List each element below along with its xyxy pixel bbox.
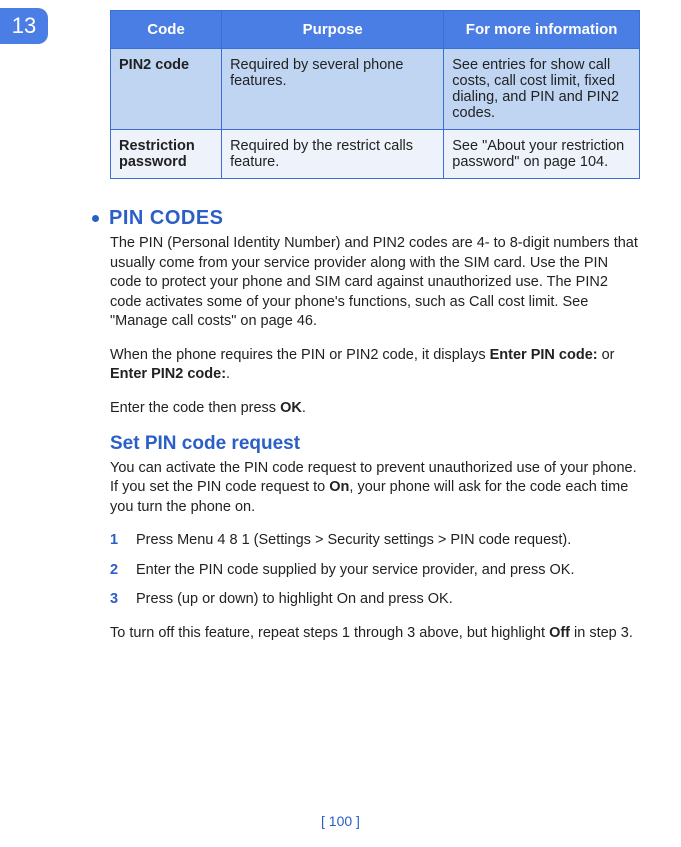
bold-text: Enter PIN code: bbox=[490, 347, 598, 363]
bold-text: OK bbox=[428, 591, 449, 607]
text: and press bbox=[356, 591, 428, 607]
bold-text: PIN code request bbox=[450, 532, 562, 548]
pin-codes-section: PIN CODES The PIN (Personal Identity Num… bbox=[110, 207, 640, 643]
codes-table: Code Purpose For more information PIN2 c… bbox=[110, 10, 640, 179]
chapter-tab: 13 bbox=[0, 8, 48, 44]
heading-text: PIN CODES bbox=[109, 207, 224, 230]
paragraph: The PIN (Personal Identity Number) and P… bbox=[110, 234, 640, 332]
step-number: 3 bbox=[110, 590, 118, 610]
text: To turn off this feature, repeat steps 1… bbox=[110, 625, 549, 641]
table-row: Restriction password Required by the res… bbox=[111, 130, 640, 179]
page-content: Code Purpose For more information PIN2 c… bbox=[110, 10, 640, 657]
bold-text: Menu bbox=[177, 532, 213, 548]
bold-text: Enter PIN2 code: bbox=[110, 366, 226, 382]
th-code: Code bbox=[111, 11, 222, 49]
text: > bbox=[311, 532, 328, 548]
cell-code: PIN2 code bbox=[111, 49, 222, 130]
text: > bbox=[434, 532, 451, 548]
cell-info: See "About your restriction password" on… bbox=[444, 130, 640, 179]
text: in step 3. bbox=[570, 625, 633, 641]
list-item: 1 Press Menu 4 8 1 (Settings > Security … bbox=[110, 531, 640, 551]
text: . bbox=[570, 562, 574, 578]
bold-text: OK bbox=[549, 562, 570, 578]
bold-text: On bbox=[337, 591, 356, 607]
cell-info: See entries for show call costs, call co… bbox=[444, 49, 640, 130]
bold-text: Settings bbox=[259, 532, 311, 548]
section-heading: PIN CODES bbox=[92, 207, 640, 230]
text: Press (up or down) to highlight bbox=[136, 591, 337, 607]
step-number: 2 bbox=[110, 561, 118, 581]
text: ). bbox=[562, 532, 571, 548]
th-info: For more information bbox=[444, 11, 640, 49]
table-row: PIN2 code Required by several phone feat… bbox=[111, 49, 640, 130]
subheading: Set PIN code request bbox=[110, 433, 640, 455]
paragraph: When the phone requires the PIN or PIN2 … bbox=[110, 346, 640, 385]
table-header-row: Code Purpose For more information bbox=[111, 11, 640, 49]
text: . bbox=[302, 400, 306, 416]
bold-text: OK bbox=[280, 400, 302, 416]
th-purpose: Purpose bbox=[222, 11, 444, 49]
cell-purpose: Required by the restrict calls feature. bbox=[222, 130, 444, 179]
paragraph: To turn off this feature, repeat steps 1… bbox=[110, 624, 640, 644]
paragraph: Enter the code then press OK. bbox=[110, 399, 640, 419]
text: When the phone requires the PIN or PIN2 … bbox=[110, 347, 490, 363]
text: . bbox=[449, 591, 453, 607]
cell-purpose: Required by several phone features. bbox=[222, 49, 444, 130]
bold-text: Off bbox=[549, 625, 570, 641]
list-item: 3 Press (up or down) to highlight On and… bbox=[110, 590, 640, 610]
text: . bbox=[226, 366, 230, 382]
text: Enter the code then press bbox=[110, 400, 280, 416]
list-item: 2 Enter the PIN code supplied by your se… bbox=[110, 561, 640, 581]
bold-text: Security settings bbox=[327, 532, 433, 548]
text: 4 8 1 ( bbox=[213, 532, 258, 548]
bold-text: On bbox=[329, 479, 349, 495]
page-number: [ 100 ] bbox=[0, 813, 681, 829]
cell-code: Restriction password bbox=[111, 130, 222, 179]
text: or bbox=[598, 347, 615, 363]
text: Press bbox=[136, 532, 177, 548]
paragraph: You can activate the PIN code request to… bbox=[110, 459, 640, 518]
bullet-icon bbox=[92, 215, 99, 222]
step-number: 1 bbox=[110, 531, 118, 551]
steps-list: 1 Press Menu 4 8 1 (Settings > Security … bbox=[110, 531, 640, 610]
text: Enter the PIN code supplied by your serv… bbox=[136, 562, 549, 578]
